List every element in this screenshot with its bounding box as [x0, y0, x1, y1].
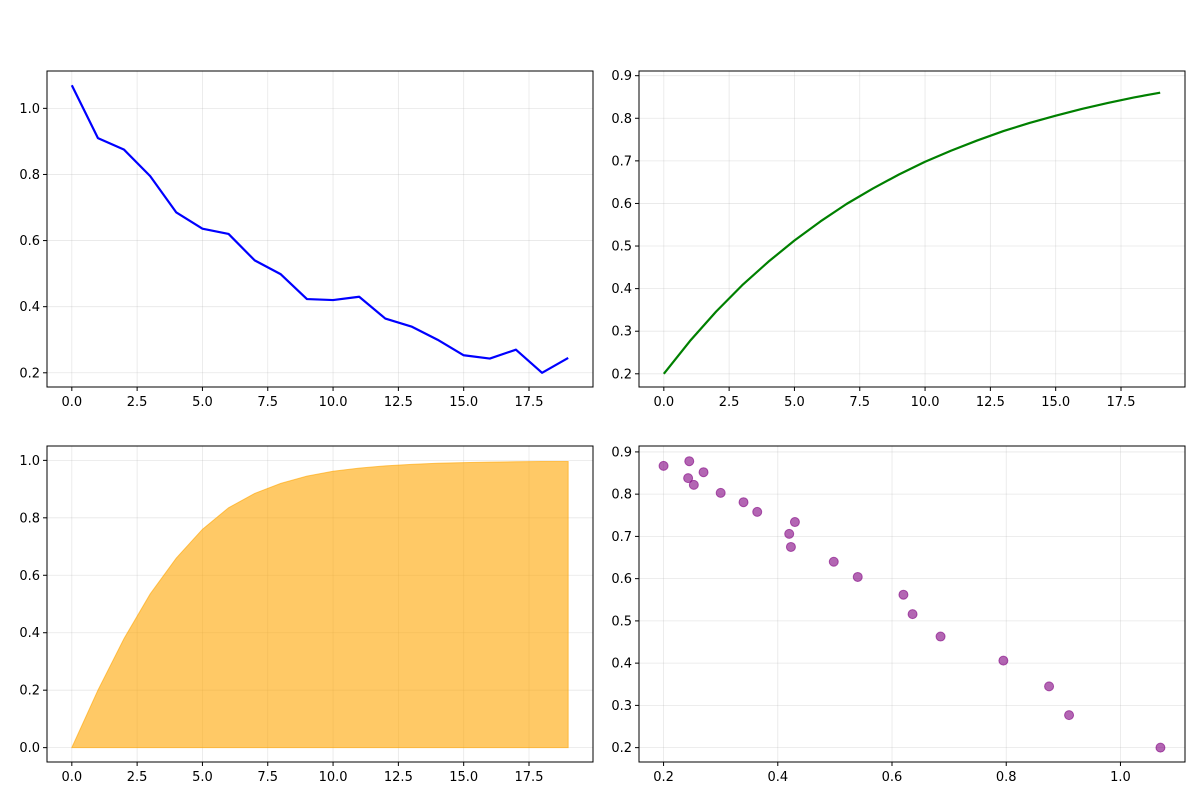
x-tick-label: 7.5	[257, 395, 278, 410]
y-tick-label: 0.8	[611, 112, 632, 127]
scatter-point	[907, 609, 918, 620]
x-tick-label: 0.4	[767, 770, 788, 785]
subplot-4: 0.2 0.4 0.6 0.8 1.0 0.2 0.3 0.4 0.5 0.6 0.7 0.8 0.9	[611, 445, 1186, 785]
scatter-point	[738, 497, 749, 508]
y-tick-label: 0.9	[611, 69, 632, 84]
y-tick-label: 0.4	[611, 657, 632, 672]
axes-frame	[46, 70, 594, 388]
scatter-point	[789, 517, 800, 528]
scatter-point	[1044, 681, 1055, 692]
scatter-point	[688, 479, 699, 490]
x-tick-label: 7.5	[849, 395, 870, 410]
scatter-point	[935, 631, 946, 642]
subplot-3: 0.0 2.5 5.0 7.5 10.0 12.5 15.0 17.5 0.0 0.2 0.4 0.6…	[19, 445, 594, 785]
y-tick-label: 1.0	[19, 454, 40, 469]
scatter-point	[1064, 710, 1075, 721]
subplot-2: 0.0 2.5 5.0 7.5 10.0 12.5 15.0 17.5 0.2 0.3 0.4 0.5…	[611, 69, 1186, 410]
scatter-point	[683, 473, 694, 484]
scatter-point	[698, 467, 709, 478]
x-tick-label: 0.0	[61, 395, 82, 410]
x-tick-label: 10.0	[319, 395, 348, 410]
series-line	[70, 84, 569, 374]
x-tick-label: 5.0	[192, 395, 213, 410]
y-tick-label: 0.5	[611, 614, 632, 629]
axes-frame	[638, 445, 1186, 763]
y-tick-label: 0.8	[611, 488, 632, 503]
x-tick-label: 5.0	[784, 395, 805, 410]
y-tick-label: 0.2	[611, 367, 632, 382]
x-tick-label: 0.6	[882, 770, 903, 785]
y-tick-label: 0.2	[611, 741, 632, 756]
x-tick-label: 0.8	[996, 770, 1017, 785]
area-fill	[71, 461, 569, 749]
x-tick-label: 2.5	[719, 395, 740, 410]
y-tick-label: 1.0	[19, 102, 40, 117]
axes-frame	[46, 445, 594, 763]
scatter-point	[828, 556, 839, 567]
y-tick-label: 0.3	[611, 325, 632, 340]
y-tick-label: 0.7	[611, 530, 632, 545]
scatter-point	[898, 589, 909, 600]
x-tick-label: 15.0	[449, 395, 478, 410]
y-tick-label: 0.4	[611, 282, 632, 297]
x-tick-label: 17.5	[1107, 395, 1136, 410]
x-tick-label: 15.0	[449, 770, 478, 785]
y-tick-label: 0.6	[611, 572, 632, 587]
x-tick-label: 0.2	[653, 770, 674, 785]
y-tick-label: 0.8	[19, 511, 40, 526]
x-tick-label: 17.5	[515, 770, 544, 785]
x-tick-label: 17.5	[515, 395, 544, 410]
y-tick-label: 0.6	[19, 234, 40, 249]
series-line	[662, 91, 1161, 375]
y-tick-label: 0.2	[19, 684, 40, 699]
scatter-point	[784, 528, 795, 539]
x-tick-label: 5.0	[192, 770, 213, 785]
x-tick-label: 10.0	[319, 770, 348, 785]
scatter-point	[715, 487, 726, 498]
x-tick-label: 0.0	[653, 395, 674, 410]
scatter-point	[684, 456, 695, 467]
scatter-point	[785, 541, 796, 552]
x-tick-label: 12.5	[384, 770, 413, 785]
x-tick-label: 2.5	[127, 395, 148, 410]
y-tick-label: 0.6	[19, 569, 40, 584]
subplot-1: 0.0 2.5 5.0 7.5 10.0 12.5 15.0 17.5 0.2 0.4 0.6 0.8…	[19, 70, 594, 410]
axes-frame	[638, 70, 1186, 388]
y-tick-label: 0.9	[611, 445, 632, 460]
y-tick-label: 0.4	[19, 626, 40, 641]
y-tick-label: 0.2	[19, 366, 40, 381]
y-tick-label: 0.5	[611, 240, 632, 255]
x-tick-label: 2.5	[127, 770, 148, 785]
x-tick-label: 15.0	[1041, 395, 1070, 410]
x-tick-label: 0.0	[61, 770, 82, 785]
y-tick-label: 0.8	[19, 168, 40, 183]
scatter-point	[658, 460, 669, 471]
x-tick-label: 7.5	[257, 770, 278, 785]
scatter-point	[852, 571, 863, 582]
y-tick-label: 0.3	[611, 699, 632, 714]
scatter-point	[752, 506, 763, 517]
x-tick-label: 1.0	[1110, 770, 1131, 785]
scatter-point	[1155, 742, 1166, 753]
scatter-point	[998, 655, 1009, 666]
y-tick-label: 0.6	[611, 197, 632, 212]
y-tick-label: 0.0	[19, 741, 40, 756]
x-tick-label: 10.0	[911, 395, 940, 410]
x-tick-label: 12.5	[384, 395, 413, 410]
y-tick-label: 0.7	[611, 154, 632, 169]
y-tick-label: 0.4	[19, 300, 40, 315]
x-tick-label: 12.5	[976, 395, 1005, 410]
